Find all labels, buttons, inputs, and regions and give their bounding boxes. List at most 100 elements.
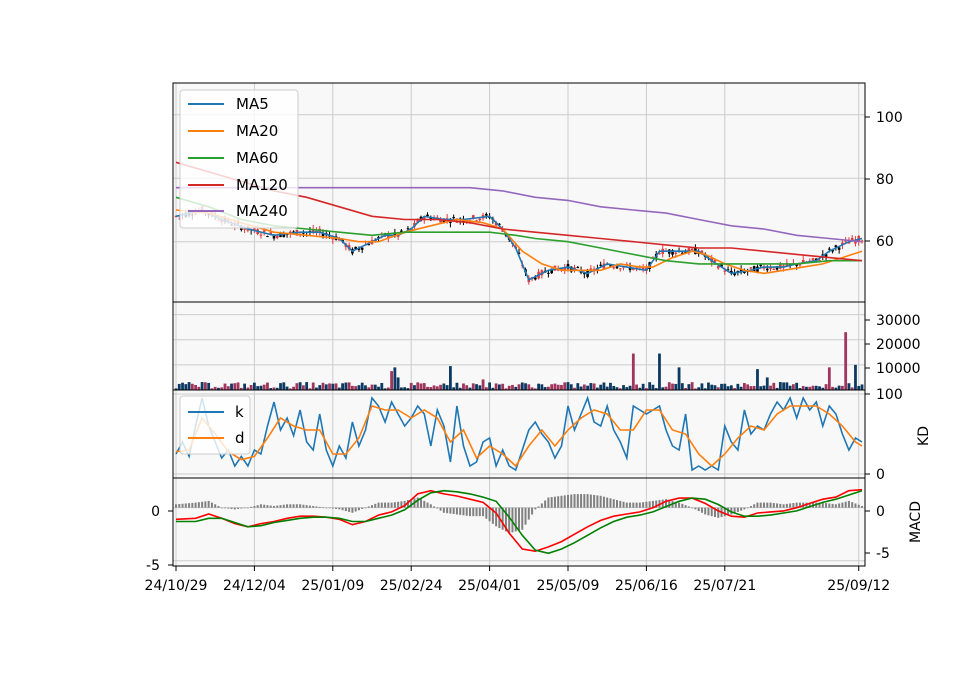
macd-hist-bar (495, 507, 498, 527)
candle-body (739, 268, 743, 273)
macd-hist-bar (727, 507, 730, 516)
candle-body (174, 215, 178, 217)
kd-ytick: 100 (865, 387, 903, 403)
volume-bar (439, 384, 442, 390)
price-ytick: 60 (865, 234, 894, 250)
candle-body (795, 263, 798, 266)
legend-label: MA120 (236, 176, 288, 194)
macd-hist-bar (207, 500, 210, 508)
kd-ytick-label: 0 (876, 467, 885, 483)
volume-bar (328, 383, 331, 390)
macd-hist-bar (596, 495, 599, 508)
volume-ytick-label: 10000 (876, 361, 921, 377)
candle-body (449, 221, 452, 223)
macd-hist-bar (593, 494, 596, 508)
macd-hist-bar (638, 502, 641, 508)
volume-bar (743, 383, 746, 390)
candle-body (730, 270, 733, 274)
macd-hist-bar (687, 506, 690, 508)
macd-hist-bar (501, 507, 504, 530)
volume-bar (582, 384, 586, 390)
candle-body (534, 277, 537, 280)
x-tick-label: 25/02/24 (380, 578, 443, 594)
macd-hist-bar (188, 503, 191, 508)
candle-body (850, 237, 854, 242)
volume-bar (690, 382, 694, 390)
volume-bar (550, 384, 554, 390)
macd-hist-bar (828, 503, 831, 508)
macd-hist-bar (256, 505, 259, 508)
volume-bar (194, 384, 197, 390)
macd-hist-bar (527, 507, 530, 520)
macd-hist-bar (570, 494, 573, 508)
candle-body (618, 268, 622, 270)
candle-body (720, 264, 723, 267)
volume-bar (311, 382, 315, 390)
macd-hist-bar (318, 506, 321, 508)
candle-body (439, 219, 442, 223)
macd-ytick-label: -5 (146, 558, 160, 574)
macd-hist-bar (612, 499, 615, 508)
macd-hist-bar (625, 502, 628, 508)
volume-bar (393, 367, 397, 390)
macd-hist-bar (175, 504, 177, 508)
volume-bar (622, 385, 625, 390)
volume-bar (827, 367, 831, 390)
volume-bar (700, 383, 704, 390)
macd-hist-bar (665, 499, 667, 508)
candle-body (609, 265, 612, 267)
candle-body (266, 236, 269, 238)
volume-bar (501, 383, 505, 390)
price-ytick-label: 60 (876, 234, 894, 250)
candle-body (357, 248, 361, 250)
macd-hist-bar (834, 504, 837, 508)
volume-bar (373, 384, 377, 390)
candle-body (422, 217, 426, 220)
x-tick-label: 25/05/09 (537, 578, 600, 594)
macd-hist-bar (785, 503, 788, 508)
macd-hist-bar (704, 507, 707, 515)
macd-hist-bar (583, 494, 586, 508)
volume-bar (432, 385, 436, 390)
macd-hist-bar (491, 507, 494, 524)
macd-hist-bar (462, 507, 465, 516)
volume-bar (645, 388, 648, 390)
legend-item-k: k (188, 403, 244, 421)
macd-hist-bar (390, 502, 393, 508)
volume-bar (857, 385, 861, 390)
volume-bar (511, 384, 514, 390)
macd-hist-bar (433, 506, 436, 508)
macd-hist-bar (714, 507, 716, 518)
volume-bar (230, 383, 233, 390)
macd-hist-bar (655, 500, 658, 508)
series-line-ma240 (176, 186, 863, 243)
volume-bar (749, 386, 753, 390)
price-ytick-label: 100 (876, 110, 903, 126)
macd-hist-bar (504, 507, 507, 532)
volume-bar (609, 382, 612, 390)
volume-bar (177, 383, 181, 390)
macd-hist-bar (276, 505, 279, 508)
volume-bar (837, 385, 841, 390)
volume-bar (266, 382, 269, 390)
volume-bar (664, 386, 668, 390)
macd-hist-bar (302, 504, 305, 508)
series-line-dea (176, 489, 863, 555)
macd-hist-bar (700, 507, 703, 513)
volume-bar (602, 382, 606, 390)
volume-bar (370, 384, 374, 390)
volume-bar (377, 386, 380, 390)
macd-hist-bar (668, 500, 671, 508)
volume-bar (752, 386, 756, 390)
volume-bar (200, 382, 204, 390)
macd-hist-bar (243, 507, 246, 509)
macd-hist-bar (544, 500, 547, 508)
macd-hist-bar (573, 494, 576, 508)
macd-hist-bar (380, 502, 383, 508)
macd-hist-bar (403, 500, 406, 508)
volume-bar (860, 384, 864, 390)
candle-body (759, 264, 763, 267)
macd-hist-bar (292, 504, 295, 508)
kd-axis-label: KD (916, 426, 932, 446)
